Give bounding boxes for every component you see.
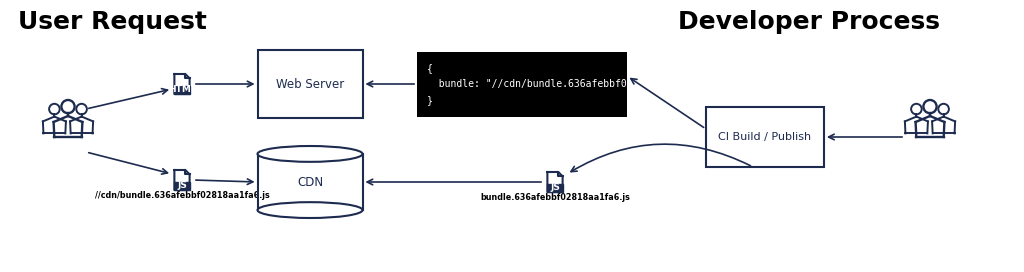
Polygon shape [174,182,189,190]
Polygon shape [174,74,189,94]
Text: bundle.636afebbf02818aa1fa6.js: bundle.636afebbf02818aa1fa6.js [480,193,630,202]
Polygon shape [548,172,562,192]
Text: JS: JS [550,183,560,192]
Polygon shape [174,86,189,94]
Text: }: } [427,95,433,105]
Text: {: { [427,63,433,73]
Ellipse shape [257,146,362,162]
Text: User Request: User Request [18,10,207,34]
Text: JS: JS [177,181,187,190]
Text: CDN: CDN [297,175,323,188]
Polygon shape [548,184,562,192]
Text: Developer Process: Developer Process [678,10,940,34]
Text: Web Server: Web Server [275,78,344,91]
Bar [417,51,627,116]
Text: CI Build / Publish: CI Build / Publish [719,132,812,142]
Text: //cdn/bundle.636afebbf02818aa1fa6.js: //cdn/bundle.636afebbf02818aa1fa6.js [94,191,269,200]
Text: bundle: "//cdn/bundle.636afebbf02818aa1fa6.js": bundle: "//cdn/bundle.636afebbf02818aa1f… [427,79,709,89]
Bar [257,154,362,210]
Bar [706,107,824,167]
Polygon shape [174,170,189,190]
Bar [257,50,362,118]
Text: HTML: HTML [168,85,197,94]
Ellipse shape [257,202,362,218]
